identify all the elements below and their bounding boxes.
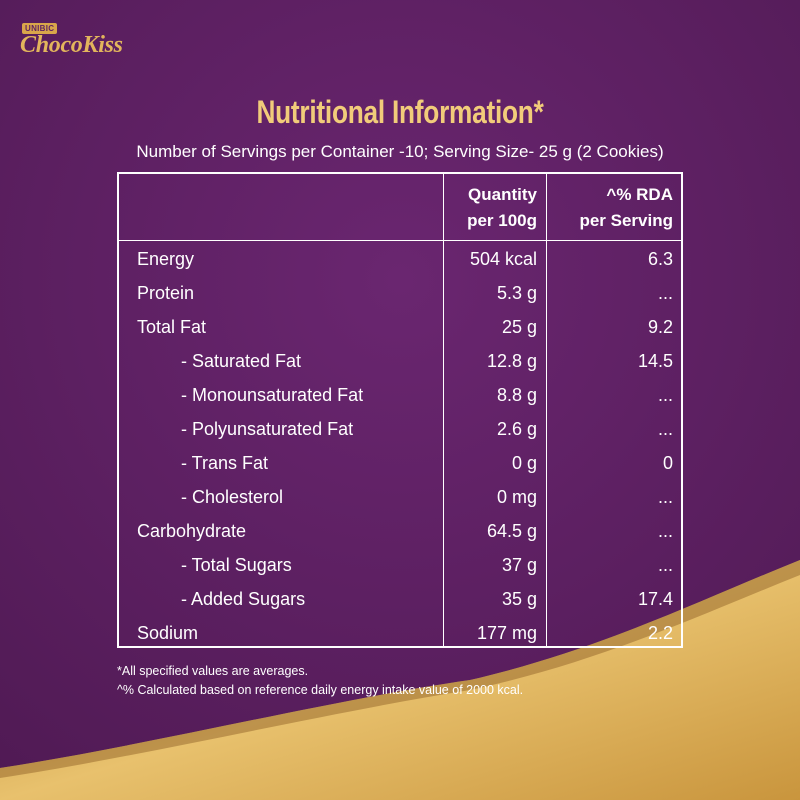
table-row: - Total Sugars 37 g...: [119, 548, 681, 582]
serving-info: Number of Servings per Container -10; Se…: [136, 142, 664, 161]
table-row: - Added Sugars 35 g 17.4: [119, 582, 681, 616]
header-rda-line1: ^% RDA: [606, 185, 673, 204]
footnote: *All specified values are averages.: [117, 664, 309, 678]
table-row: - Monounsaturated Fat 8.8 g...: [119, 378, 681, 412]
rda-value: ...: [657, 419, 673, 439]
table-row: - Trans Fat 0 g 0: [119, 446, 681, 480]
nutrient-name: - Cholesterol: [181, 487, 284, 507]
quantity-value: 177 mg: [476, 623, 537, 643]
nutrient-name: Total Fat: [137, 317, 207, 337]
table-row: Carbohydrate 64.5 g...: [119, 514, 681, 548]
rda-value: 9.2: [647, 317, 673, 337]
table-row: Protein 5.3 g...: [119, 276, 681, 310]
nutrient-name: Energy: [137, 249, 195, 269]
quantity-value: 37 g: [501, 555, 537, 575]
header-quantity-line1: Quantity: [468, 185, 537, 204]
rda-value: 14.5: [637, 351, 673, 371]
brand-tag: UNIBIC: [22, 23, 58, 34]
nutrient-name: - Polyunsaturated Fat: [181, 419, 354, 439]
rda-value: ...: [657, 521, 673, 541]
rda-value: 6.3: [647, 249, 673, 269]
footnotes: *All specified values are averages. ^% C…: [117, 662, 523, 700]
header-divider: [119, 240, 681, 241]
quantity-value: 5.3 g: [496, 283, 537, 303]
brand-name: ChocoKiss: [20, 32, 123, 58]
header-rda-line2: per Serving: [579, 211, 673, 230]
rda-value: ...: [657, 283, 673, 303]
table-row: Total Fat 25 g 9.2: [119, 310, 681, 344]
quantity-value: 2.6 g: [496, 419, 537, 439]
quantity-value: 504 kcal: [469, 249, 537, 269]
rda-value: ...: [657, 385, 673, 405]
table-row: - Saturated Fat 12.8 g 14.5: [119, 344, 681, 378]
table-row: Energy 504 kcal 6.3: [119, 242, 681, 276]
nutrient-name: - Trans Fat: [181, 453, 269, 473]
nutrient-name: Protein: [137, 283, 195, 303]
header-quantity-line2: per 100g: [467, 211, 537, 230]
page-title: Nutritional Information*: [256, 94, 544, 130]
nutrition-table: Quantity per 100g ^% RDA per Serving Ene…: [117, 172, 683, 648]
table-row: Sodium 177 mg 2.2: [119, 616, 681, 650]
quantity-value: 12.8 g: [486, 351, 537, 371]
quantity-value: 64.5 g: [486, 521, 537, 541]
rda-value: ...: [657, 487, 673, 507]
header-quantity: Quantity per 100g: [467, 182, 537, 234]
footnote: ^% Calculated based on reference daily e…: [117, 683, 524, 697]
quantity-value: 35 g: [501, 589, 537, 609]
table-row: - Cholesterol 0 mg...: [119, 480, 681, 514]
quantity-value: 8.8 g: [496, 385, 537, 405]
nutrient-name: - Saturated Fat: [181, 351, 302, 371]
quantity-value: 25 g: [501, 317, 537, 337]
quantity-value: 0 mg: [496, 487, 537, 507]
table-row: - Polyunsaturated Fat 2.6 g...: [119, 412, 681, 446]
nutrient-name: - Added Sugars: [181, 589, 306, 609]
header-rda: ^% RDA per Serving: [579, 182, 673, 234]
nutrient-name: - Total Sugars: [181, 555, 292, 575]
rda-value: 17.4: [637, 589, 673, 609]
rda-value: 2.2: [647, 623, 673, 643]
rda-value: 0: [662, 453, 673, 473]
nutrient-name: Sodium: [137, 623, 199, 643]
nutrient-name: - Monounsaturated Fat: [181, 385, 364, 405]
rda-value: ...: [657, 555, 673, 575]
nutrient-name: Carbohydrate: [137, 521, 247, 541]
column-divider: [546, 174, 547, 646]
quantity-value: 0 g: [511, 453, 537, 473]
column-divider: [443, 174, 444, 646]
